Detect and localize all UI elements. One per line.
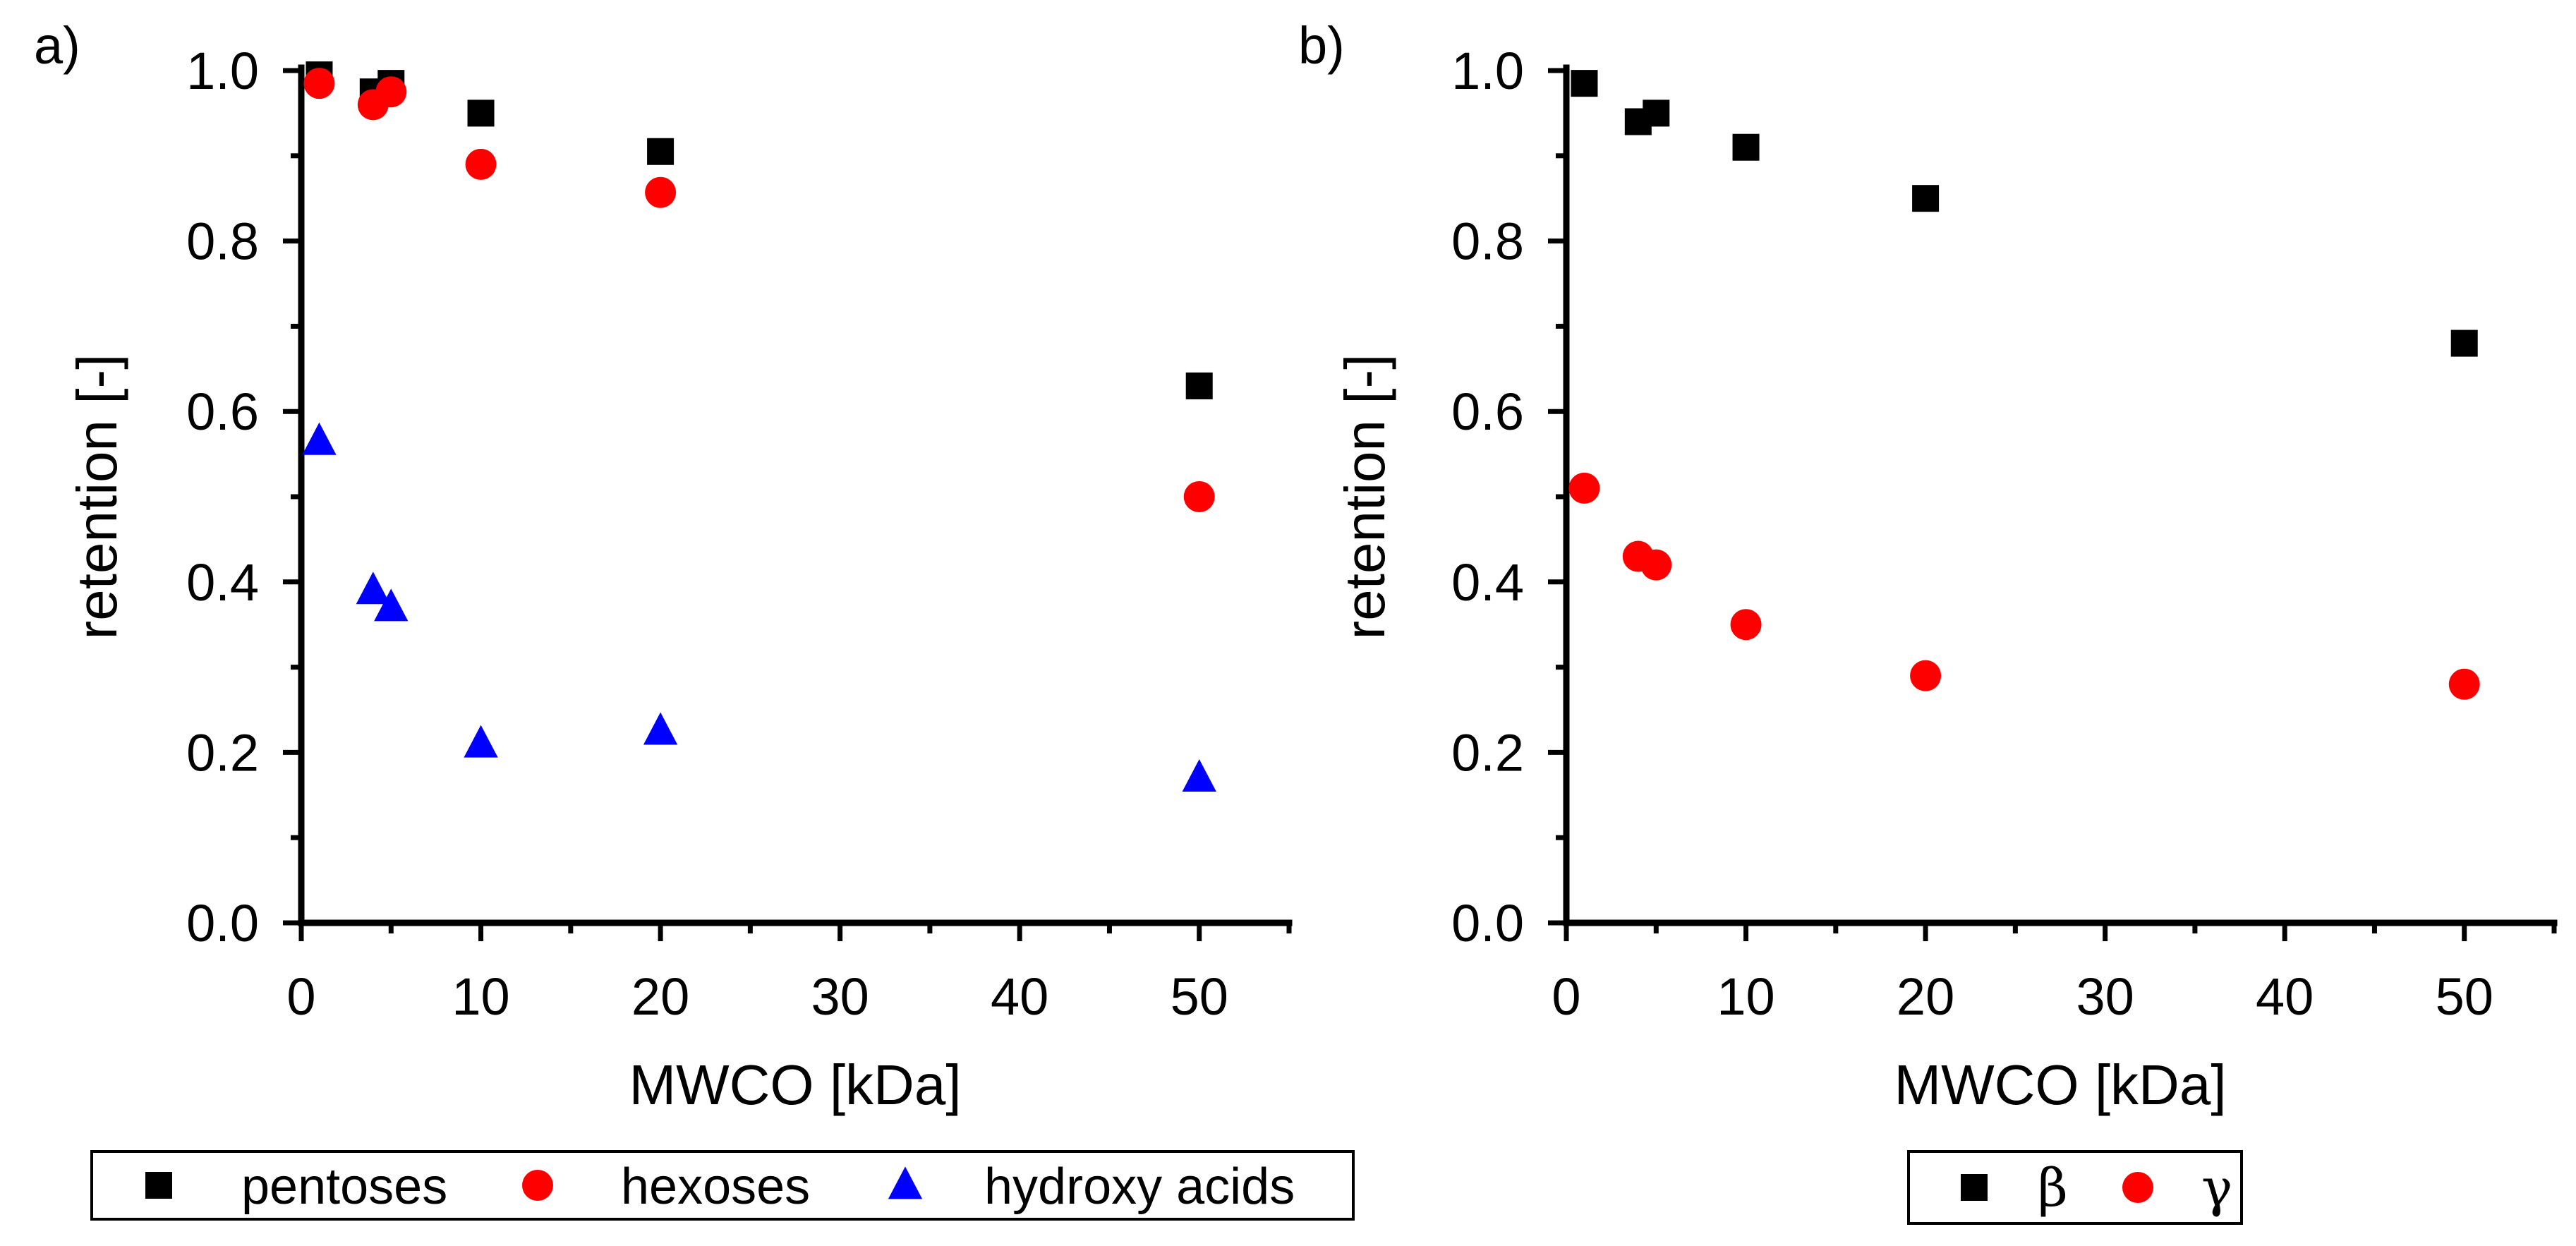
data-point-gamma — [1568, 472, 1600, 504]
legend-marker-hydroxy-acids — [888, 1166, 923, 1199]
data-point-gamma — [1910, 660, 1942, 691]
data-point-hexoses — [645, 176, 677, 208]
legend-marker-gamma — [2122, 1172, 2153, 1203]
legend-box — [1907, 1150, 2243, 1225]
x-tick-label: 40 — [991, 967, 1048, 1026]
series-hexoses — [303, 68, 1215, 512]
data-point-beta — [1912, 185, 1940, 212]
data-point-hydroxy-acids — [464, 725, 498, 758]
data-point-pentoses — [647, 138, 675, 165]
data-point-pentoses — [467, 99, 495, 127]
data-point-hydroxy-acids — [302, 422, 337, 455]
x-tick-label: 30 — [2076, 967, 2134, 1026]
x-tick-label: 50 — [2436, 967, 2493, 1026]
data-point-beta — [2450, 329, 2478, 357]
legend-label-gamma: γ — [2201, 1158, 2232, 1218]
y-tick-label: 0.8 — [186, 212, 259, 271]
x-axis-label: MWCO [kDa] — [629, 1053, 961, 1116]
data-point-hexoses — [465, 148, 497, 180]
data-point-gamma — [1640, 549, 1672, 581]
y-tick-label: 0.4 — [186, 553, 259, 612]
data-point-hydroxy-acids — [356, 571, 390, 605]
x-tick-label: 30 — [811, 967, 869, 1026]
x-tick-label: 10 — [452, 967, 509, 1026]
data-point-hexoses — [375, 76, 407, 108]
x-axis-label: MWCO [kDa] — [1894, 1053, 2226, 1116]
panel-label: b) — [1298, 16, 1345, 75]
data-point-beta — [1732, 133, 1760, 161]
x-tick-label: 20 — [1897, 967, 1954, 1026]
y-tick-label: 1.0 — [186, 42, 259, 100]
x-tick-label: 0 — [286, 967, 315, 1026]
panel-label: a) — [34, 16, 80, 75]
legend-label-pentoses: pentoses — [241, 1159, 447, 1215]
data-point-gamma — [1730, 609, 1762, 641]
legend-label-hexoses: hexoses — [621, 1159, 810, 1215]
y-tick-label: 1.0 — [1451, 42, 1524, 100]
data-point-hexoses — [303, 68, 335, 99]
y-axis-label: retention [-] — [1334, 354, 1396, 640]
chart-panel-b: b) 0 10 20 30 40 50 0.0 0.2 0.4 0.6 0.8 1.0 MWCO [kDa… — [1298, 16, 2558, 1225]
data-point-hydroxy-acids — [1182, 758, 1216, 792]
x-tick-label: 40 — [2256, 967, 2314, 1026]
y-tick-label: 0.0 — [1451, 894, 1524, 952]
y-tick-label: 0.8 — [1451, 212, 1524, 271]
chart-panel-a: a) 0 10 20 30 40 50 0.0 0.2 0.4 0.6 0.8 1.0 MWCO [kDa… — [34, 16, 1355, 1221]
data-point-beta — [1643, 99, 1670, 127]
y-axis-label: retention [-] — [66, 354, 128, 640]
series-beta — [1571, 70, 2478, 357]
legend-label-hydroxy-acids: hydroxy acids — [984, 1159, 1295, 1215]
data-point-gamma — [2448, 668, 2480, 700]
x-tick-label: 50 — [1171, 967, 1228, 1026]
data-point-hydroxy-acids — [374, 588, 409, 622]
y-tick-label: 0.2 — [1451, 723, 1524, 782]
legend-marker-beta — [1961, 1174, 1988, 1201]
x-tick-label: 10 — [1717, 967, 1774, 1026]
legend-marker-hexoses — [522, 1170, 553, 1201]
legend-label-beta: β — [2038, 1158, 2068, 1218]
x-tick-label: 20 — [631, 967, 689, 1026]
y-tick-label: 0.2 — [186, 723, 259, 782]
y-tick-label: 0.4 — [1451, 553, 1524, 612]
legend-box — [90, 1150, 1355, 1221]
data-point-hexoses — [1183, 481, 1215, 512]
legend-marker-pentoses — [145, 1172, 172, 1199]
y-tick-label: 0.0 — [186, 894, 259, 952]
data-point-pentoses — [1185, 372, 1213, 399]
data-point-beta — [1571, 70, 1598, 97]
series-gamma — [1568, 472, 2480, 700]
data-point-hydroxy-acids — [643, 712, 678, 745]
x-tick-label: 0 — [1552, 967, 1580, 1026]
y-tick-label: 0.6 — [186, 382, 259, 441]
y-tick-label: 0.6 — [1451, 382, 1524, 441]
series-pentoses — [306, 61, 1213, 399]
legend: pentoses hexoses hydroxy acids — [90, 1150, 1355, 1221]
series-hydroxy-acids — [302, 422, 1216, 792]
